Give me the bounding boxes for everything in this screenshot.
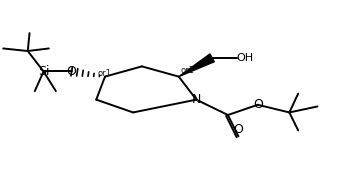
Text: Si: Si <box>38 65 49 78</box>
Text: O: O <box>67 65 76 78</box>
Text: N: N <box>192 93 201 106</box>
Text: or1: or1 <box>98 69 112 78</box>
Text: or1: or1 <box>181 66 194 75</box>
Text: O: O <box>253 98 263 111</box>
Text: OH: OH <box>237 53 254 63</box>
Polygon shape <box>179 54 214 77</box>
Text: O: O <box>234 123 244 136</box>
